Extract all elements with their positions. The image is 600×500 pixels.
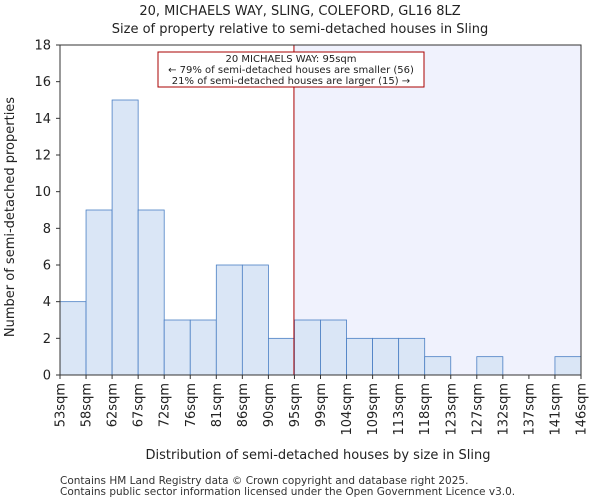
footer-licence: Contains public sector information licen… (60, 486, 516, 498)
y-tick-label: 12 (34, 149, 51, 164)
y-tick-label: 16 (34, 75, 51, 90)
x-tick-label: 67sqm (132, 383, 147, 427)
footer-copyright: Contains HM Land Registry data © Crown c… (60, 475, 469, 487)
x-tick-label: 86sqm (236, 383, 251, 427)
bar-81sqm (215, 264, 243, 376)
x-tick-label: 95sqm (288, 383, 303, 427)
x-tick-label: 109sqm (366, 383, 381, 436)
x-tick-label: 53sqm (54, 383, 69, 427)
x-axis-label: Distribution of semi-detached houses by … (146, 448, 491, 463)
y-tick-label: 6 (43, 259, 51, 274)
x-tick-label: 81sqm (210, 383, 225, 427)
bar-62sqm (111, 99, 139, 376)
y-tick-label: 8 (43, 222, 51, 237)
y-tick-label: 10 (34, 185, 51, 200)
x-tick-label: 62sqm (106, 383, 121, 427)
y-tick-label: 14 (34, 112, 51, 127)
y-tick-label: 2 (43, 332, 51, 347)
bar-53sqm (59, 301, 87, 376)
chart-subtitle: Size of property relative to semi-detach… (112, 22, 489, 37)
y-tick-label: 18 (34, 39, 51, 54)
annotation-line-2: ← 79% of semi-detached houses are smalle… (168, 65, 414, 76)
x-tick-label: 76sqm (184, 383, 199, 427)
x-tick-label: 72sqm (158, 383, 173, 427)
y-axis-label: Number of semi-detached properties (3, 97, 18, 337)
y-tick-label: 0 (43, 369, 51, 384)
bar-76sqm (189, 319, 217, 376)
bars-group (59, 99, 582, 376)
x-tick-label: 118sqm (418, 383, 433, 436)
x-tick-label: 146sqm (575, 383, 590, 436)
x-tick-label: 90sqm (262, 383, 277, 427)
y-axis-ticks: 0 2 4 6 8 10 12 14 16 18 (34, 39, 60, 384)
annotation-line-3: 21% of semi-detached houses are larger (… (172, 76, 410, 87)
chart-title: 20, MICHAELS WAY, SLING, COLEFORD, GL16 … (139, 4, 460, 19)
bar-141sqm (554, 356, 582, 376)
x-tick-label: 137sqm (522, 383, 537, 436)
bar-58sqm (85, 209, 113, 376)
bar-72sqm (163, 319, 191, 376)
bar-104sqm (346, 337, 373, 376)
x-tick-label: 123sqm (444, 383, 459, 436)
bar-113sqm (398, 337, 426, 376)
bar-67sqm (137, 209, 165, 376)
bar-99sqm (320, 319, 347, 376)
annotation-line-1: 20 MICHAELS WAY: 95sqm (226, 54, 357, 65)
bar-95sqm (294, 319, 321, 376)
bar-86sqm (241, 264, 269, 376)
x-tick-label: 104sqm (340, 383, 355, 436)
x-tick-label: 99sqm (314, 383, 329, 427)
x-tick-label: 58sqm (80, 383, 95, 427)
bar-118sqm (424, 356, 452, 376)
x-tick-label: 113sqm (392, 383, 407, 436)
x-tick-label: 141sqm (548, 383, 563, 436)
annotation-box (157, 51, 425, 88)
bar-127sqm (476, 356, 504, 376)
x-tick-label: 132sqm (496, 383, 511, 436)
bar-109sqm (372, 337, 400, 376)
x-tick-label: 127sqm (470, 383, 485, 436)
y-tick-label: 4 (43, 295, 51, 310)
bar-90sqm (267, 337, 295, 376)
x-axis-ticks: 53sqm 58sqm 62sqm 67sqm 72sqm 76sqm 81sqm 86sqm… (54, 375, 590, 436)
